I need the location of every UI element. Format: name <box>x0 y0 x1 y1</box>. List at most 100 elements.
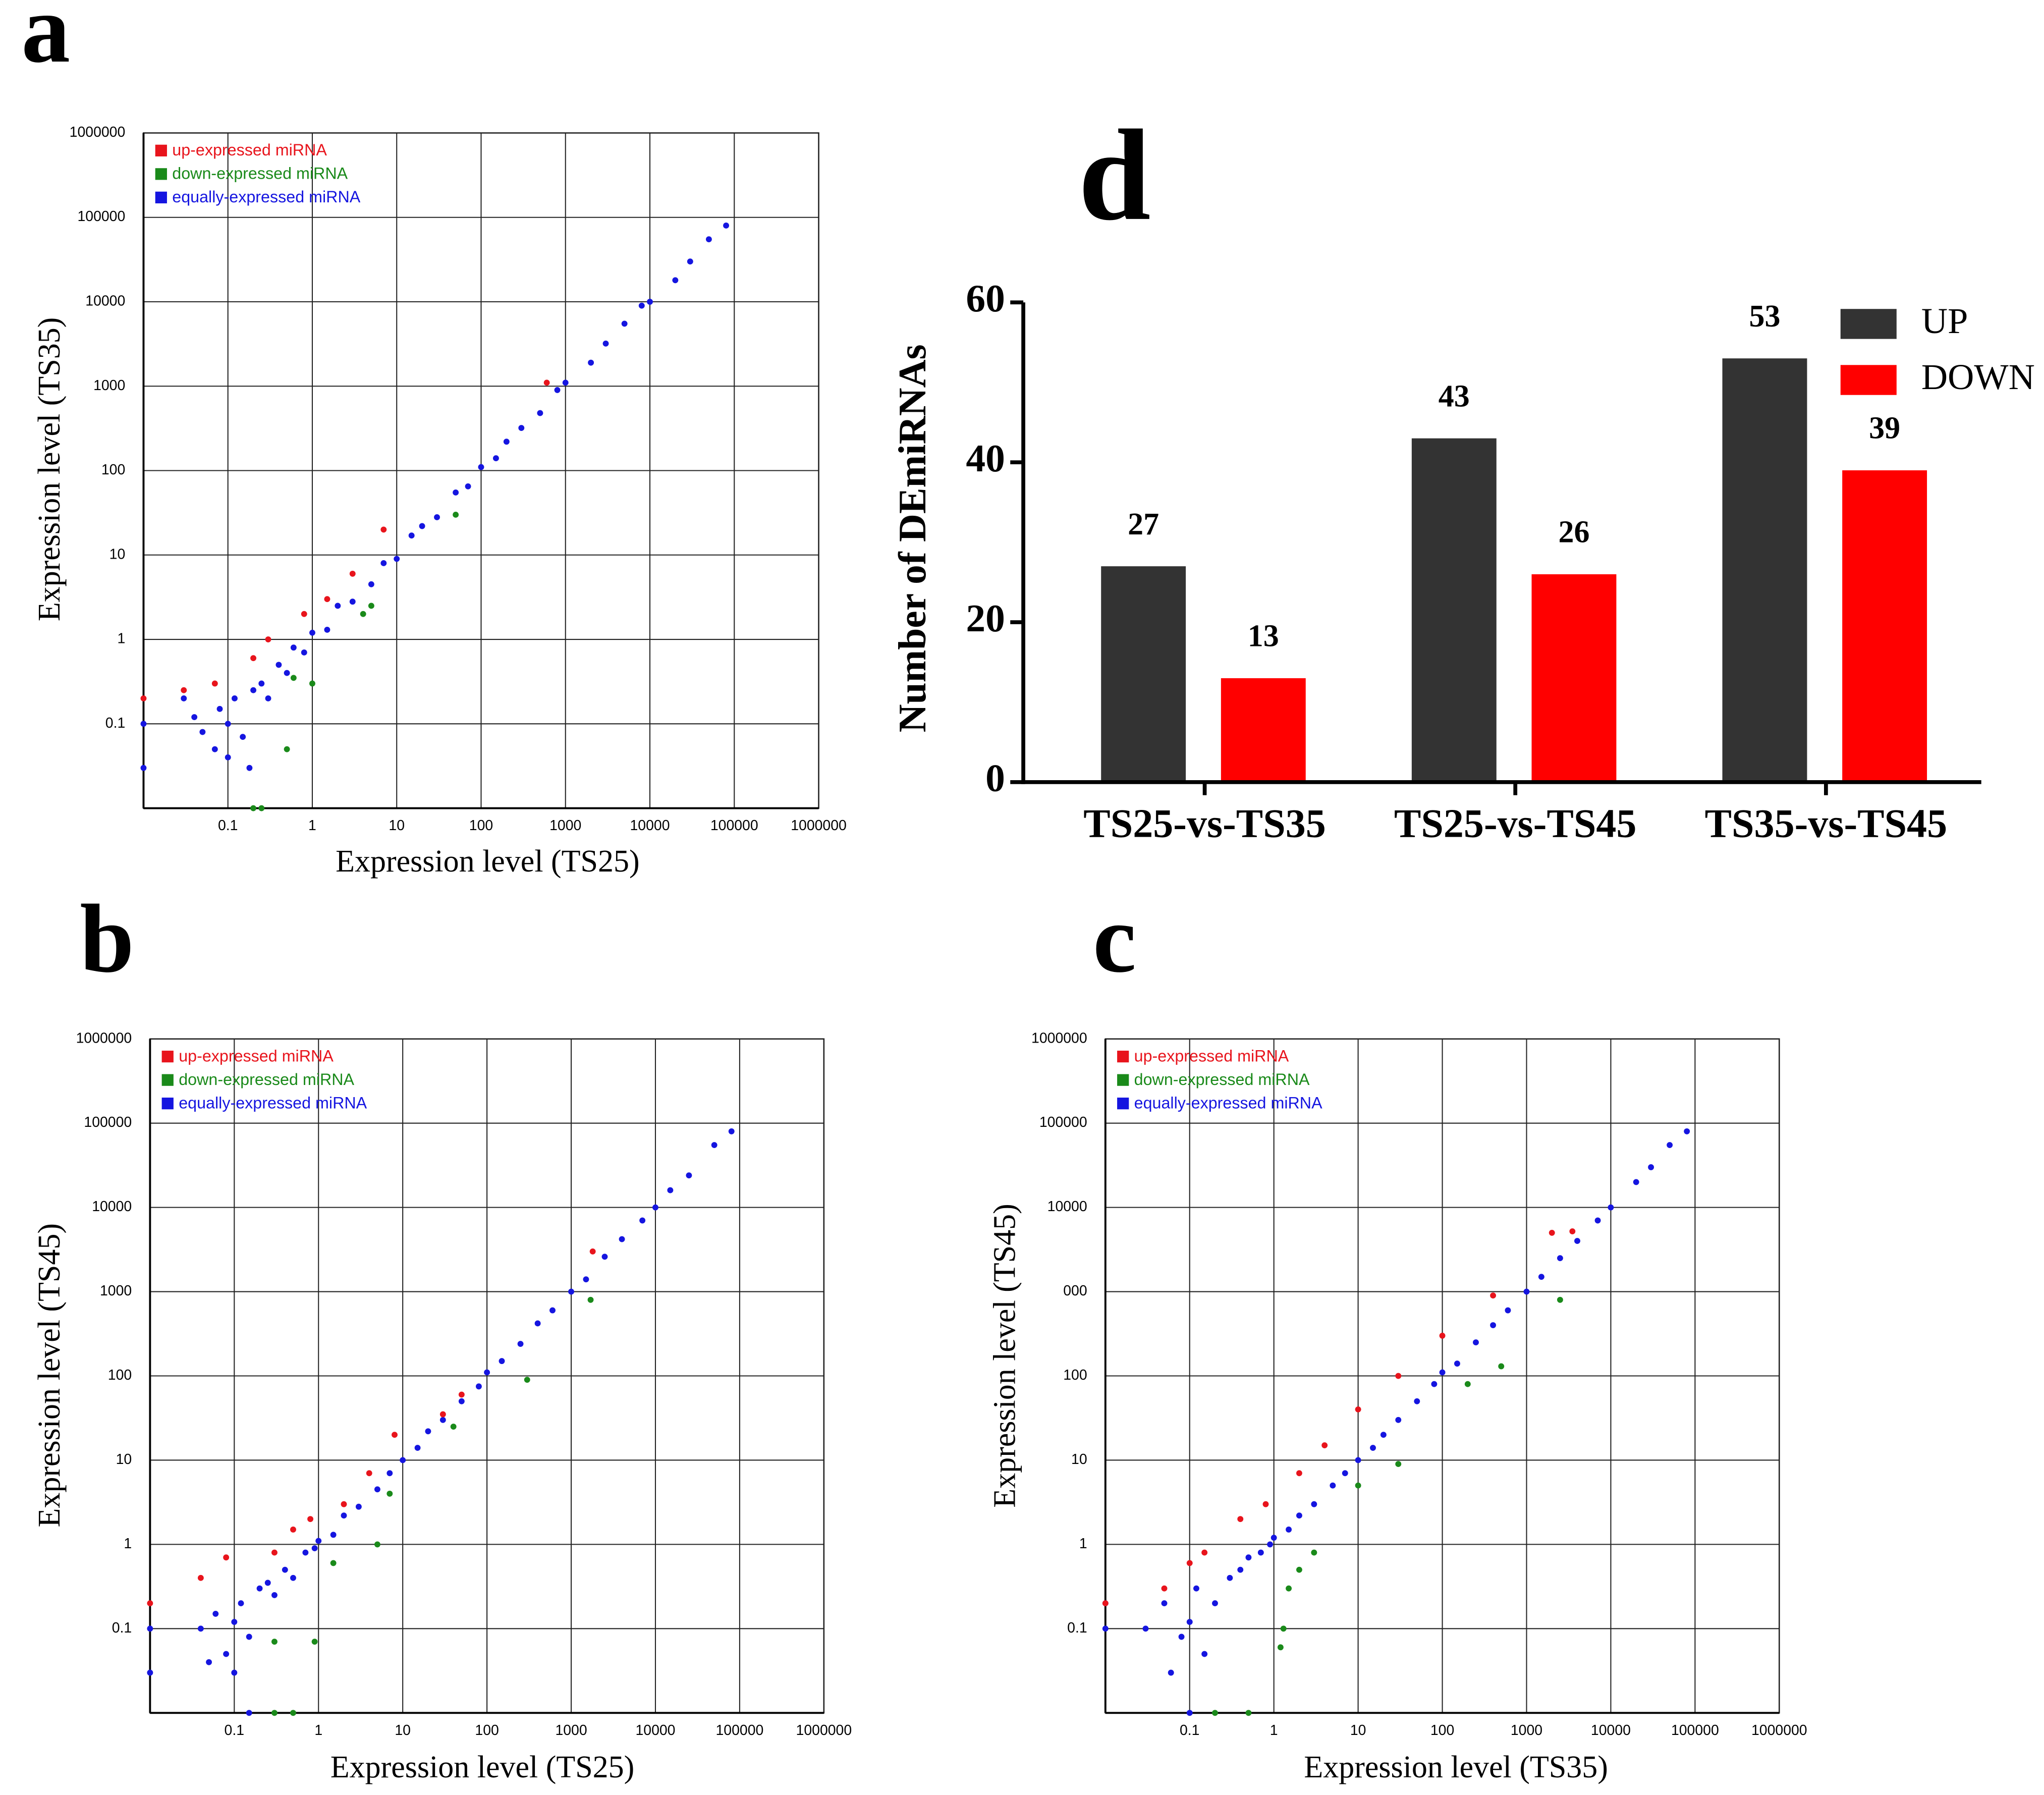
point <box>147 1669 153 1676</box>
point <box>360 611 366 617</box>
point <box>380 560 387 566</box>
point <box>349 599 356 605</box>
point <box>271 1592 278 1598</box>
point <box>1648 1164 1654 1170</box>
point <box>1161 1585 1168 1592</box>
point <box>212 1610 219 1617</box>
y-tick-label: 100000 <box>77 208 125 225</box>
legend-label: UP <box>1921 301 1968 341</box>
point <box>1473 1339 1479 1346</box>
legend-label: up-expressed miRNA <box>172 141 327 159</box>
point <box>568 1288 574 1295</box>
point <box>199 729 206 735</box>
point <box>197 1574 204 1581</box>
data-label: 39 <box>1869 411 1900 446</box>
point <box>602 340 609 347</box>
point <box>265 695 271 701</box>
point <box>282 1566 288 1573</box>
bar <box>1722 358 1807 782</box>
point <box>271 1549 278 1556</box>
point <box>250 655 257 662</box>
point <box>271 1710 278 1716</box>
point <box>1178 1634 1185 1640</box>
y-tick-label: 0.1 <box>1067 1620 1087 1636</box>
point <box>181 695 187 701</box>
panel-label: c <box>1093 884 1136 993</box>
legend-swatch <box>161 1098 174 1110</box>
point <box>1490 1292 1497 1299</box>
legend-swatch <box>161 1051 174 1063</box>
point <box>1186 1560 1193 1566</box>
point <box>271 1639 278 1645</box>
legend-swatch <box>1117 1074 1129 1086</box>
x-tick-label: TS35-vs-TS45 <box>1705 802 1948 846</box>
point <box>246 1634 252 1640</box>
point <box>478 464 484 470</box>
point <box>386 1490 393 1497</box>
point <box>1439 1332 1446 1339</box>
point <box>1237 1516 1244 1522</box>
x-tick-label: 100000 <box>710 818 758 834</box>
point <box>518 425 525 431</box>
legend-swatch <box>155 191 167 203</box>
point <box>216 705 223 712</box>
point <box>1212 1600 1218 1607</box>
point <box>414 1445 421 1451</box>
point <box>147 1600 153 1607</box>
legend-label: down-expressed miRNA <box>179 1070 354 1089</box>
y-tick-label: 1 <box>1079 1536 1087 1552</box>
point <box>290 675 297 681</box>
point <box>355 1503 362 1510</box>
point <box>211 680 218 687</box>
point <box>240 734 246 740</box>
y-tick-label: 0.1 <box>105 715 126 731</box>
point <box>315 1538 322 1544</box>
point <box>601 1254 608 1260</box>
x-tick-label: 100 <box>1430 1722 1454 1738</box>
point <box>1574 1238 1580 1244</box>
point <box>453 489 459 496</box>
point <box>439 1417 446 1423</box>
point <box>258 680 265 687</box>
point <box>275 662 282 668</box>
point <box>250 687 257 693</box>
y-tick-label: 100000 <box>1039 1114 1087 1130</box>
point <box>349 570 356 577</box>
legend-label: up-expressed miRNA <box>1134 1047 1289 1065</box>
legend-swatch <box>1840 309 1897 339</box>
point <box>311 1545 318 1551</box>
y-tick-label: 1 <box>117 631 125 647</box>
point <box>1286 1585 1292 1592</box>
legend-swatch <box>161 1074 174 1086</box>
point <box>503 439 510 445</box>
x-tick-label: 1000 <box>555 1722 587 1738</box>
point <box>368 603 374 609</box>
point <box>231 1619 238 1625</box>
y-tick-label: 10 <box>1071 1451 1087 1467</box>
point <box>1330 1482 1336 1489</box>
point <box>231 1669 238 1676</box>
x-tick-label: 1 <box>308 818 316 834</box>
point <box>499 1358 505 1365</box>
legend-label: down-expressed miRNA <box>172 165 348 183</box>
x-tick-label: 1000000 <box>791 818 847 834</box>
point <box>619 1236 625 1242</box>
point <box>1395 1373 1402 1379</box>
x-tick-label: 10000 <box>630 818 670 834</box>
point <box>639 1217 646 1224</box>
point <box>1498 1363 1505 1370</box>
point <box>341 1512 347 1519</box>
point <box>1227 1574 1233 1581</box>
point <box>484 1369 490 1376</box>
point <box>705 236 712 243</box>
y-tick-label: 10 <box>116 1451 132 1467</box>
point <box>366 1470 372 1477</box>
point <box>211 746 218 752</box>
y-tick-label: 10 <box>109 546 126 562</box>
point <box>1161 1600 1168 1607</box>
x-tick-label: 0.1 <box>225 1722 244 1738</box>
point <box>1245 1554 1252 1561</box>
x-axis-label: Expression level (TS25) <box>330 1750 635 1784</box>
point <box>1280 1625 1287 1632</box>
